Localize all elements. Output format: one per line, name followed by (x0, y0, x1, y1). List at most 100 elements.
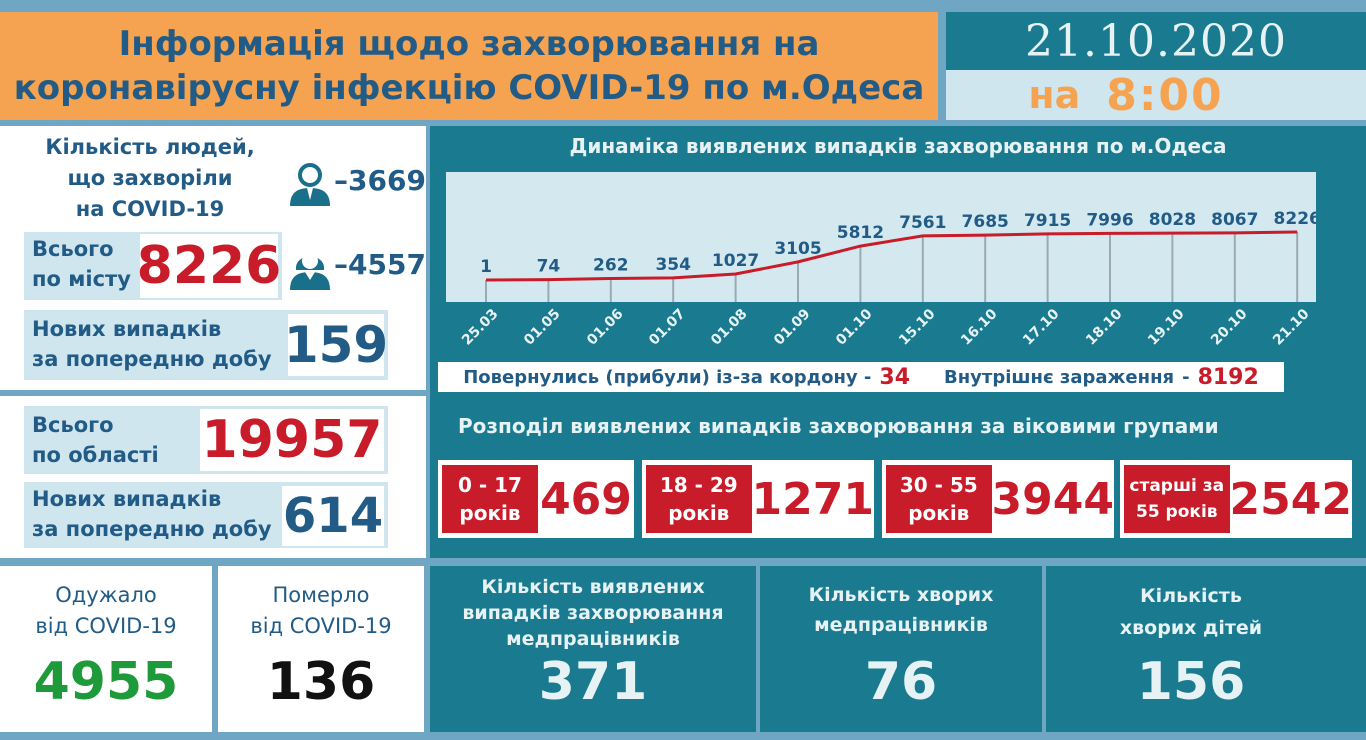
female-person-icon (290, 253, 330, 290)
x-tick-label: 01.10 (833, 306, 876, 349)
data-label: 7685 (962, 212, 1009, 232)
returned-value: 34 (879, 364, 911, 390)
report-date: 21.10.2020 (946, 12, 1366, 70)
data-label: 8067 (1211, 210, 1258, 230)
medics-detected-label-line-2: випадків захворювання (462, 602, 724, 624)
x-tick-label: 19.10 (1145, 306, 1188, 349)
data-label: 262 (593, 255, 629, 275)
data-label: 7915 (1024, 211, 1071, 231)
city-new-value: 159 (283, 314, 389, 376)
recovered-value: 4955 (33, 652, 179, 712)
chart-title: Динаміка виявлених випадків захворювання… (569, 134, 1227, 158)
chart-area (446, 172, 1316, 302)
died-label-line-2: від COVID-19 (250, 614, 392, 638)
x-tick-label: 21.10 (1269, 306, 1313, 349)
people-label: Кількість людей, що захворіли на COVID-1… (20, 132, 280, 225)
age-range: 0 - 17 (458, 473, 522, 497)
internal-separator: - (1182, 366, 1190, 388)
children-sick-value: 156 (1136, 652, 1246, 712)
x-tick-label: 01.09 (770, 306, 814, 349)
age-unit: років (668, 501, 730, 525)
medics-detected-panel: Кількість виявлених випадків захворюванн… (430, 566, 756, 732)
age-group-card: 30 - 55 років 3944 (882, 460, 1114, 538)
medics-sick-label: Кількість хворих медпрацівників (760, 566, 1042, 640)
age-range: старші за (1129, 476, 1225, 496)
x-tick-label: 17.10 (1020, 306, 1063, 349)
age-group-value: 2542 (1229, 473, 1352, 525)
x-tick-label: 01.06 (583, 306, 627, 349)
city-total-value: 8226 (136, 234, 282, 298)
x-tick-label: 01.07 (645, 306, 689, 349)
died-label: Померло від COVID-19 (218, 566, 424, 642)
data-label: 7561 (899, 213, 946, 233)
region-total-label-line-1: Всього (32, 413, 114, 437)
data-label: 5812 (837, 223, 884, 243)
data-label: 74 (537, 257, 561, 277)
city-new-label-line-1: Нових випадків (32, 317, 222, 341)
line-chart: 1 74 262 354 1027 3105 5812 7561 7685 7915 7996 802… (480, 209, 1316, 302)
people-label-line-1: Кількість людей, (45, 135, 255, 159)
report-time: на 8:00 (946, 69, 1366, 121)
city-total-label-line-1: Всього (32, 237, 114, 261)
page-title: Інформація щодо захворювання на коронаві… (0, 12, 938, 120)
x-tick-label: 01.05 (521, 306, 564, 349)
data-label: 3105 (774, 239, 821, 259)
medics-sick-value: 76 (864, 652, 938, 712)
children-sick-label: Кількість хворих дітей (1046, 566, 1366, 644)
city-new-label-line-2: за попередню добу (32, 347, 272, 371)
died-label-line-1: Померло (272, 583, 370, 607)
age-group-card: старші за 55 років 2542 (1120, 460, 1352, 538)
data-label: 1 (480, 257, 492, 277)
medics-detected-label: Кількість виявлених випадків захворюванн… (430, 566, 756, 652)
age-group-card: 0 - 17 років 469 (438, 460, 634, 538)
city-new-label: Нових випадків за попередню добу (32, 314, 272, 374)
age-group-tag: старші за 55 років (1124, 465, 1230, 533)
children-sick-panel: Кількість хворих дітей 156 (1046, 566, 1366, 732)
returned-label: Повернулись (прибули) із-за кордону - (463, 366, 872, 388)
age-groups-title: Розподіл виявлених випадків захворювання… (458, 414, 1219, 438)
border-infection-bar: Повернулись (прибули) із-за кордону - 34… (438, 362, 1284, 392)
x-tick-label: 18.10 (1082, 306, 1126, 349)
data-line (485, 230, 1298, 282)
region-total-label-line-2: по області (32, 443, 159, 467)
medics-detected-value: 371 (538, 652, 648, 712)
data-label: 8028 (1149, 210, 1196, 230)
time-prefix: на (1028, 73, 1081, 117)
data-label: 354 (655, 255, 691, 275)
age-group-tag: 18 - 29 років (646, 465, 752, 533)
age-range: 30 - 55 (899, 473, 978, 497)
age-unit: років (908, 501, 970, 525)
x-tick-label: 20.10 (1207, 306, 1251, 349)
x-tick-label: 01.08 (708, 306, 751, 349)
children-sick-label-line-2: хворих дітей (1119, 617, 1263, 639)
age-group-card: 18 - 29 років 1271 (642, 460, 874, 538)
died-panel: Померло від COVID-19 136 (218, 566, 424, 732)
male-count: –3669 (334, 164, 426, 197)
recovered-label-line-1: Одужало (55, 583, 157, 607)
region-new-value: 614 (282, 486, 384, 546)
region-new-label: Нових випадків за попередню добу (32, 484, 272, 544)
x-tick-label: 25.03 (458, 306, 502, 349)
recovered-label-line-2: від COVID-19 (35, 614, 177, 638)
children-sick-label-line-1: Кількість (1140, 585, 1242, 607)
internal-label: Внутрішнє зараження (944, 366, 1175, 388)
region-new-label-line-1: Нових випадків (32, 487, 222, 511)
medics-detected-label-line-3: медпрацівників (506, 628, 680, 650)
time-value: 8:00 (1106, 69, 1224, 121)
x-tick-label: 15.10 (895, 306, 939, 349)
recovered-label: Одужало від COVID-19 (0, 566, 212, 642)
female-count: –4557 (334, 248, 426, 281)
age-group-value: 3944 (991, 473, 1114, 525)
title-line-2: коронавірусну інфекцію COVID-19 по м.Оде… (13, 68, 925, 108)
recovered-panel: Одужало від COVID-19 4955 (0, 566, 212, 732)
medics-sick-label-line-1: Кількість хворих (808, 584, 994, 606)
male-person-icon (290, 163, 330, 206)
age-group-value: 469 (540, 473, 632, 525)
region-new-label-line-2: за попередню добу (32, 517, 272, 541)
internal-value: 8192 (1197, 364, 1259, 390)
medics-sick-panel: Кількість хворих медпрацівників 76 (760, 566, 1042, 732)
city-total-label: Всього по місту (32, 234, 131, 294)
people-label-line-2: що захворіли (67, 166, 233, 190)
age-group-value: 1271 (751, 473, 874, 525)
city-total-label-line-2: по місту (32, 267, 131, 291)
